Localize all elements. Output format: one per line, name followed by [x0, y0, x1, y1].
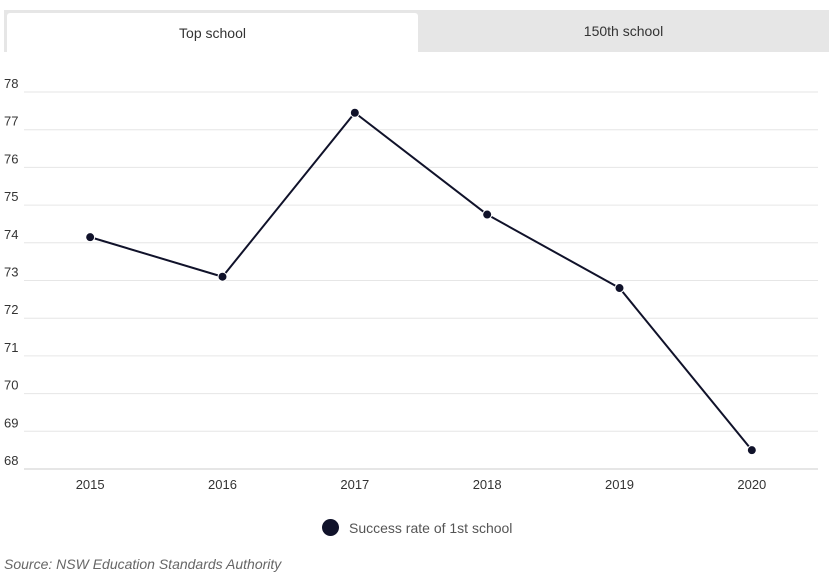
- y-tick-label: 75: [4, 189, 18, 204]
- y-axis: 68 69 70 71 72 73 74 75 76 77 78: [4, 76, 18, 468]
- x-tick-label: 2020: [737, 477, 766, 492]
- x-tick-label: 2019: [605, 477, 634, 492]
- legend-label: Success rate of 1st school: [349, 519, 513, 536]
- x-tick-label: 2018: [473, 477, 502, 492]
- x-tick-label: 2015: [76, 477, 105, 492]
- y-tick-label: 78: [4, 76, 18, 91]
- y-tick-label: 72: [4, 302, 18, 317]
- x-tick-label: 2017: [340, 477, 369, 492]
- chart-gridlines: [24, 91, 818, 470]
- data-point-2017[interactable]: [349, 107, 360, 118]
- data-point-2018[interactable]: [482, 209, 493, 220]
- x-axis: 2015 2016 2017 2018 2019 2020: [76, 477, 767, 492]
- data-point-2016[interactable]: [217, 271, 228, 282]
- data-point-2020[interactable]: [746, 445, 757, 456]
- y-tick-label: 74: [4, 227, 18, 242]
- data-point-2015[interactable]: [85, 232, 96, 243]
- tab-top-school[interactable]: Top school: [7, 13, 418, 52]
- x-tick-label: 2016: [208, 477, 237, 492]
- y-tick-label: 68: [4, 453, 18, 468]
- series-line: [89, 111, 753, 451]
- y-tick-label: 69: [4, 415, 18, 430]
- data-point-2019[interactable]: [614, 283, 625, 294]
- tab-150th-school[interactable]: 150th school: [583, 23, 664, 39]
- legend-marker-icon: [322, 519, 339, 536]
- chart-tabs: Top school 150th school: [4, 10, 829, 52]
- chart-series: [85, 107, 757, 456]
- source-note: Source: NSW Education Standards Authorit…: [4, 556, 282, 572]
- y-tick-label: 70: [4, 378, 18, 393]
- y-tick-label: 76: [4, 151, 18, 166]
- chart-legend[interactable]: Success rate of 1st school: [322, 519, 512, 536]
- y-tick-label: 77: [4, 114, 18, 129]
- y-tick-label: 73: [4, 265, 18, 280]
- y-tick-label: 71: [4, 340, 18, 355]
